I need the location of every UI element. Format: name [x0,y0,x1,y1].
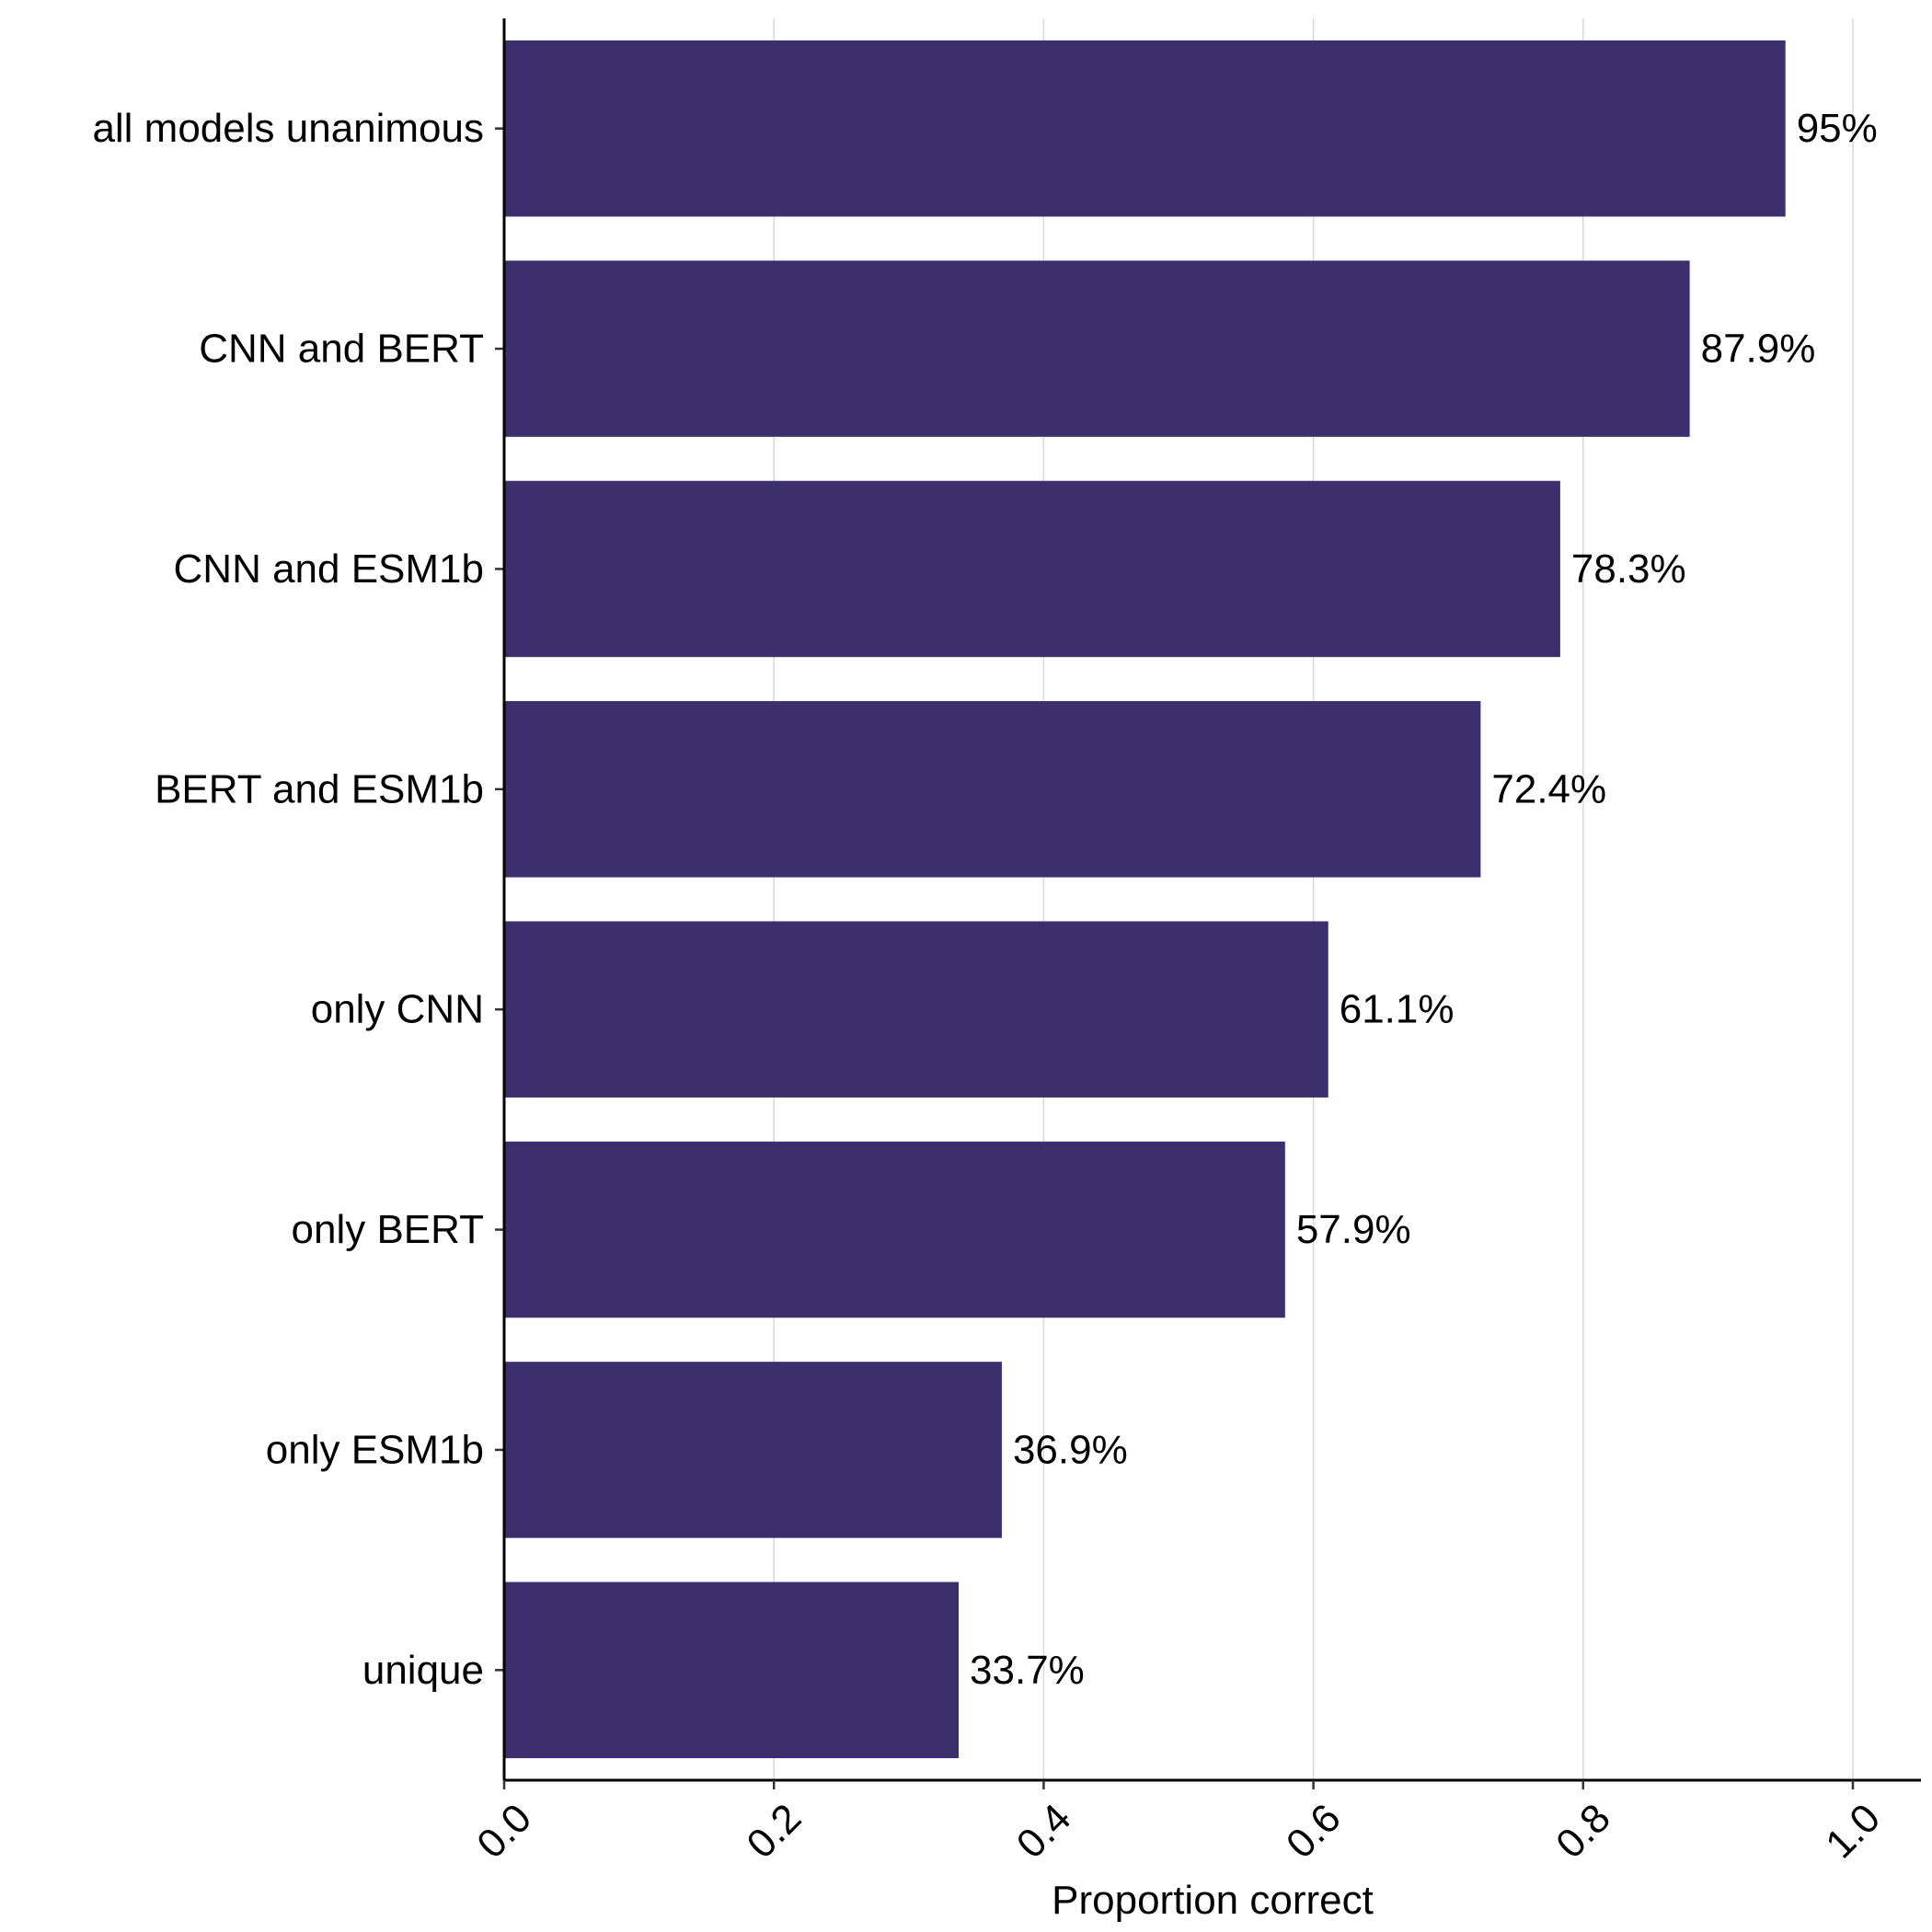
bar-cnn-and-esm1b [504,480,1560,658]
category-label: all models unanimous [92,106,484,151]
x-tick-label: 0.8 [1547,1795,1619,1867]
x-tick-label: 0.2 [738,1795,810,1867]
data-label: 36.9% [1013,1427,1128,1472]
category-label: BERT and ESM1b [155,766,484,811]
x-tick-label: 0.0 [468,1795,540,1867]
data-label: 72.4% [1491,766,1606,811]
data-label: 33.7% [970,1648,1085,1693]
bar-cnn-and-bert [504,260,1690,437]
data-label: 95% [1797,106,1878,151]
data-label: 78.3% [1571,546,1686,592]
category-label: only CNN [311,987,484,1032]
category-label: CNN and BERT [199,327,484,372]
x-tick-label: 0.6 [1278,1795,1350,1867]
axes [495,18,1921,1789]
bar-only-bert [504,1141,1285,1318]
x-tick-label: 1.0 [1817,1795,1889,1867]
bar-all-models-unanimous [504,40,1786,217]
data-label: 57.9% [1296,1207,1411,1252]
bar-unique [504,1581,960,1759]
data-label: 61.1% [1340,987,1455,1032]
x-tick-label: 0.4 [1008,1795,1080,1867]
x-axis-title: Proportion correct [1052,1878,1374,1923]
labels: all models unanimous 95% CNN and BERT 87.9%… [92,106,1889,1867]
category-label: CNN and ESM1b [174,546,484,592]
bars [504,40,1786,1759]
bar-only-esm1b [504,1362,1002,1538]
category-label: only ESM1b [266,1427,484,1472]
bar-only-cnn [504,921,1328,1098]
bar-bert-and-esm1b [504,701,1481,878]
data-label: 87.9% [1701,327,1816,372]
category-label: only BERT [292,1207,485,1252]
category-label: unique [362,1648,484,1693]
